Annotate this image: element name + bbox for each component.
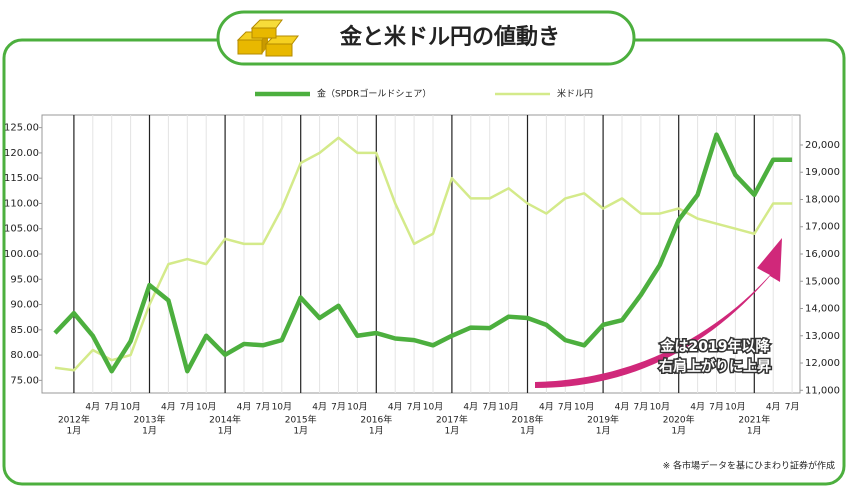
y2-tick-label: 19,000	[805, 167, 840, 178]
y-tick-label: 105.00	[4, 224, 39, 235]
y-tick-label: 80.00	[10, 350, 39, 361]
x-tick-label: 10月	[725, 402, 745, 413]
x-tick-label: 7月	[634, 402, 649, 413]
x-year-label: 2014年	[209, 414, 241, 426]
legend-label: 金（SPDRゴールドシェア）	[317, 88, 431, 100]
series-line	[53, 132, 793, 374]
x-tick-label: 4月	[463, 402, 478, 413]
x-tick-label: 10月	[650, 402, 670, 413]
y-tick-label: 110.00	[4, 198, 39, 209]
y2-tick-label: 18,000	[805, 194, 840, 205]
x-year-label: 2015年	[285, 414, 317, 426]
x-year-label: 2017年	[436, 414, 468, 426]
y2-tick-label: 13,000	[805, 331, 840, 342]
x-tick-label: 1月	[671, 426, 686, 437]
x-year-label: 2013年	[134, 414, 166, 426]
x-tick-label: 7月	[104, 402, 119, 413]
x-tick-label: 10月	[120, 402, 140, 413]
annotation: 金は2019年以降	[660, 338, 771, 355]
y2-tick-label: 15,000	[805, 276, 840, 287]
x-tick-label: 7月	[256, 402, 271, 413]
chart-title: 金と米ドル円の値動き	[339, 24, 560, 50]
x-tick-label: 1月	[445, 426, 460, 437]
x-tick-label: 7月	[407, 402, 422, 413]
y-tick-label: 120.00	[4, 148, 39, 159]
y2-tick-label: 17,000	[805, 222, 840, 233]
series-line	[54, 136, 793, 372]
x-tick-label: 4月	[85, 402, 100, 413]
x-tick-label: 1月	[293, 426, 308, 437]
x-tick-label: 7月	[785, 402, 800, 413]
x-tick-label: 7月	[180, 402, 195, 413]
y2-tick-label: 11,000	[805, 385, 840, 396]
x-year-label: 2018年	[512, 414, 544, 426]
x-tick-label: 4月	[237, 402, 252, 413]
x-tick-label: 1月	[747, 426, 762, 437]
y2-tick-label: 20,000	[805, 140, 840, 151]
x-tick-label: 10月	[196, 402, 216, 413]
y-tick-label: 95.00	[10, 274, 39, 285]
gold-icon	[236, 19, 299, 57]
x-tick-label: 4月	[766, 402, 781, 413]
title-pill	[216, 10, 636, 66]
y2-tick-label: 16,000	[805, 249, 840, 260]
x-tick-label: 4月	[388, 402, 403, 413]
y-tick-label: 115.00	[4, 173, 39, 184]
x-tick-label: 10月	[574, 402, 594, 413]
x-tick-label: 7月	[331, 402, 346, 413]
x-tick-label: 1月	[142, 426, 157, 437]
x-tick-label: 10月	[272, 402, 292, 413]
annotation: 右肩上がりに上昇	[658, 358, 771, 375]
x-tick-label: 7月	[709, 402, 724, 413]
y-tick-label: 90.00	[10, 300, 39, 311]
x-year-label: 2019年	[587, 414, 619, 426]
x-tick-label: 10月	[498, 402, 518, 413]
y-tick-label: 85.00	[10, 325, 39, 336]
legend-label: 米ドル円	[557, 88, 593, 100]
y2-tick-label: 14,000	[805, 304, 840, 315]
x-tick-label: 1月	[218, 426, 233, 437]
x-tick-label: 7月	[482, 402, 497, 413]
x-tick-label: 1月	[520, 426, 535, 437]
source-note: ※ 各市場データを基にひまわり証券が作成	[663, 460, 835, 472]
x-tick-label: 7月	[558, 402, 573, 413]
y-tick-label: 75.00	[10, 375, 39, 386]
x-tick-label: 10月	[347, 402, 367, 413]
x-tick-label: 4月	[312, 402, 327, 413]
x-tick-label: 1月	[369, 426, 384, 437]
x-year-label: 2012年	[58, 414, 90, 426]
x-year-label: 2020年	[663, 414, 695, 426]
x-tick-label: 10月	[423, 402, 443, 413]
x-tick-label: 1月	[67, 426, 82, 437]
trend-arrow	[535, 238, 782, 388]
x-year-label: 2021年	[738, 414, 770, 426]
x-tick-label: 1月	[596, 426, 611, 437]
x-year-label: 2016年	[360, 414, 392, 426]
y2-tick-label: 12,000	[805, 358, 840, 369]
frame	[2, 38, 846, 486]
y-tick-label: 100.00	[4, 249, 39, 260]
y-tick-label: 125.00	[4, 123, 39, 134]
x-tick-label: 4月	[615, 402, 630, 413]
x-tick-label: 4月	[539, 402, 554, 413]
x-tick-label: 4月	[161, 402, 176, 413]
x-tick-label: 4月	[690, 402, 705, 413]
